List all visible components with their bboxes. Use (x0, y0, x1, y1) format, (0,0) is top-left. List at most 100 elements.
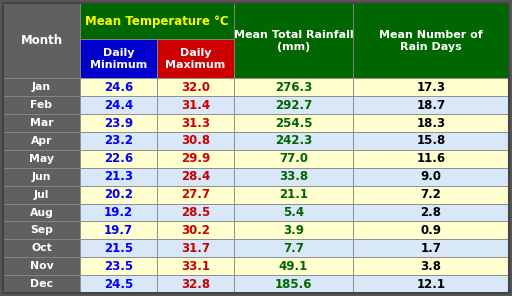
Text: 5.4: 5.4 (283, 206, 304, 219)
Text: 22.6: 22.6 (104, 152, 133, 165)
Bar (234, 96, 353, 114)
Bar (234, 114, 353, 132)
Bar (80, 239, 157, 257)
Bar (3, 257, 80, 275)
Text: Jun: Jun (32, 172, 51, 182)
Text: 17.3: 17.3 (417, 81, 445, 94)
Bar (80, 96, 157, 114)
Text: Aug: Aug (30, 207, 53, 218)
Bar (234, 3, 353, 78)
Text: 292.7: 292.7 (275, 99, 312, 112)
Bar (157, 221, 234, 239)
Text: May: May (29, 154, 54, 164)
Text: 9.0: 9.0 (420, 170, 441, 183)
Bar (3, 168, 80, 186)
Text: Mean Number of
Rain Days: Mean Number of Rain Days (379, 30, 483, 52)
Bar (3, 3, 80, 78)
Bar (80, 257, 157, 275)
Text: Apr: Apr (31, 136, 52, 146)
Text: 254.5: 254.5 (275, 117, 312, 130)
Text: Daily
Maximum: Daily Maximum (165, 48, 225, 70)
Bar (80, 3, 234, 39)
Text: 0.9: 0.9 (420, 224, 441, 237)
Bar (3, 96, 80, 114)
Bar (353, 96, 509, 114)
Bar (3, 221, 80, 239)
Bar (353, 186, 509, 204)
Bar (353, 168, 509, 186)
Text: Mar: Mar (30, 118, 53, 128)
Text: Jul: Jul (34, 190, 49, 200)
Text: 31.3: 31.3 (181, 117, 210, 130)
Text: 49.1: 49.1 (279, 260, 308, 273)
Text: 23.5: 23.5 (104, 260, 133, 273)
Bar (353, 132, 509, 150)
Bar (234, 221, 353, 239)
Text: Daily
Minimum: Daily Minimum (90, 48, 147, 70)
Text: 185.6: 185.6 (275, 278, 312, 291)
Bar (234, 257, 353, 275)
Bar (234, 132, 353, 150)
Bar (157, 257, 234, 275)
Text: 30.8: 30.8 (181, 134, 210, 147)
Text: 19.7: 19.7 (104, 224, 133, 237)
Bar (353, 221, 509, 239)
Text: 276.3: 276.3 (275, 81, 312, 94)
Text: 3.9: 3.9 (283, 224, 304, 237)
Text: 24.4: 24.4 (104, 99, 133, 112)
Text: 12.1: 12.1 (417, 278, 445, 291)
Bar (353, 114, 509, 132)
Bar (157, 114, 234, 132)
Bar (80, 114, 157, 132)
Bar (234, 78, 353, 96)
Bar (157, 96, 234, 114)
Text: Mean Temperature °C: Mean Temperature °C (85, 15, 229, 28)
Text: Dec: Dec (30, 279, 53, 289)
Bar (157, 150, 234, 168)
Text: 1.7: 1.7 (421, 242, 441, 255)
Text: 31.7: 31.7 (181, 242, 210, 255)
Text: 77.0: 77.0 (279, 152, 308, 165)
Text: 28.4: 28.4 (181, 170, 210, 183)
Bar (3, 204, 80, 221)
Bar (353, 239, 509, 257)
Text: 28.5: 28.5 (181, 206, 210, 219)
Bar (3, 114, 80, 132)
Text: 18.7: 18.7 (417, 99, 445, 112)
Text: 31.4: 31.4 (181, 99, 210, 112)
Bar (157, 204, 234, 221)
Text: 30.2: 30.2 (181, 224, 210, 237)
Text: Jan: Jan (32, 82, 51, 92)
Bar (353, 150, 509, 168)
Text: 15.8: 15.8 (416, 134, 446, 147)
Bar (80, 275, 157, 293)
Bar (234, 204, 353, 221)
Bar (80, 168, 157, 186)
Text: 32.8: 32.8 (181, 278, 210, 291)
Text: 18.3: 18.3 (417, 117, 445, 130)
Bar (157, 239, 234, 257)
Bar (157, 186, 234, 204)
Text: 7.2: 7.2 (421, 188, 441, 201)
Text: 24.5: 24.5 (104, 278, 133, 291)
Text: 21.3: 21.3 (104, 170, 133, 183)
Text: 21.5: 21.5 (104, 242, 133, 255)
Text: 32.0: 32.0 (181, 81, 210, 94)
Text: 242.3: 242.3 (275, 134, 312, 147)
Bar (353, 275, 509, 293)
Text: Nov: Nov (30, 261, 53, 271)
Text: 23.2: 23.2 (104, 134, 133, 147)
Text: 11.6: 11.6 (417, 152, 445, 165)
Text: 7.7: 7.7 (283, 242, 304, 255)
Bar (234, 239, 353, 257)
Bar (80, 78, 157, 96)
Text: Oct: Oct (31, 243, 52, 253)
Text: Feb: Feb (30, 100, 52, 110)
Bar (353, 257, 509, 275)
Bar (353, 78, 509, 96)
Bar (3, 239, 80, 257)
Bar (3, 186, 80, 204)
Bar (234, 186, 353, 204)
Text: 24.6: 24.6 (104, 81, 133, 94)
Text: Mean Total Rainfall
(mm): Mean Total Rainfall (mm) (233, 30, 353, 52)
